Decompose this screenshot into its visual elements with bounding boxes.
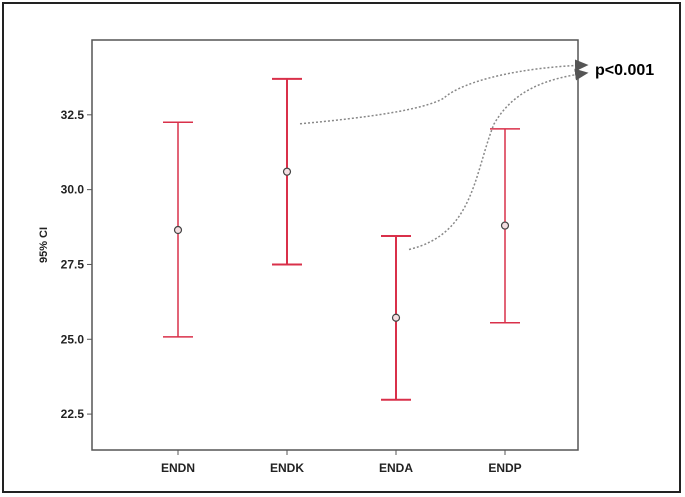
- mean-marker-endn: [173, 225, 183, 235]
- annotation-line-endk: [299, 59, 589, 125]
- error-bar-chart: 22.5 25.0 27.5 30.0 32.5 ENDN ENDK ENDA ENDP p<…: [38, 39, 654, 475]
- chart-frame: 22.5 25.0 27.5 30.0 32.5 ENDN ENDK ENDA ENDP p<…: [2, 2, 681, 493]
- x-tick-label: ENDN: [161, 461, 195, 475]
- y-tick-label: 27.5: [61, 257, 85, 271]
- y-axis-title: 95% CI: [38, 227, 50, 263]
- x-tick-label: ENDA: [379, 461, 413, 475]
- plot-area: [91, 39, 579, 451]
- x-tick-label: ENDK: [270, 461, 304, 475]
- significance-annotation: p<0.001: [299, 59, 654, 251]
- y-tick-label: 25.0: [61, 332, 85, 346]
- x-tick-label: ENDP: [488, 461, 521, 475]
- error-bars: [163, 77, 520, 401]
- y-axis: 22.5 25.0 27.5 30.0 32.5: [61, 108, 92, 421]
- mean-marker-enda: [391, 313, 401, 322]
- x-axis: ENDN ENDK ENDA ENDP: [161, 450, 522, 475]
- y-tick-label: 32.5: [61, 108, 85, 122]
- p-value-label: p<0.001: [595, 62, 654, 79]
- y-tick-label: 30.0: [61, 183, 85, 197]
- y-tick-label: 22.5: [61, 407, 85, 421]
- mean-marker-endp: [500, 221, 510, 230]
- mean-marker-endk: [282, 167, 292, 176]
